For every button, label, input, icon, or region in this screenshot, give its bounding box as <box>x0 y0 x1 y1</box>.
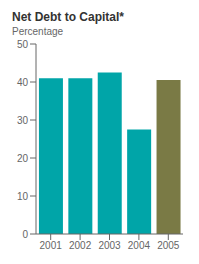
svg-text:20: 20 <box>17 153 29 164</box>
html-text:Percentage: Percentage <box>12 26 64 37</box>
svg-text:2003: 2003 <box>98 240 121 251</box>
svg-text:2002: 2002 <box>69 240 92 251</box>
svg-text:50: 50 <box>17 39 29 50</box>
svg-text:10: 10 <box>17 191 29 202</box>
svg-text:40: 40 <box>17 77 29 88</box>
svg-text:0: 0 <box>22 229 28 240</box>
svg-text:2005: 2005 <box>157 240 180 251</box>
svg-text:30: 30 <box>17 115 29 126</box>
svg-text:2004: 2004 <box>128 240 151 251</box>
svg-text:2001: 2001 <box>40 240 63 251</box>
html-text:Net Debt to Capital*: Net Debt to Capital* <box>12 10 124 24</box>
